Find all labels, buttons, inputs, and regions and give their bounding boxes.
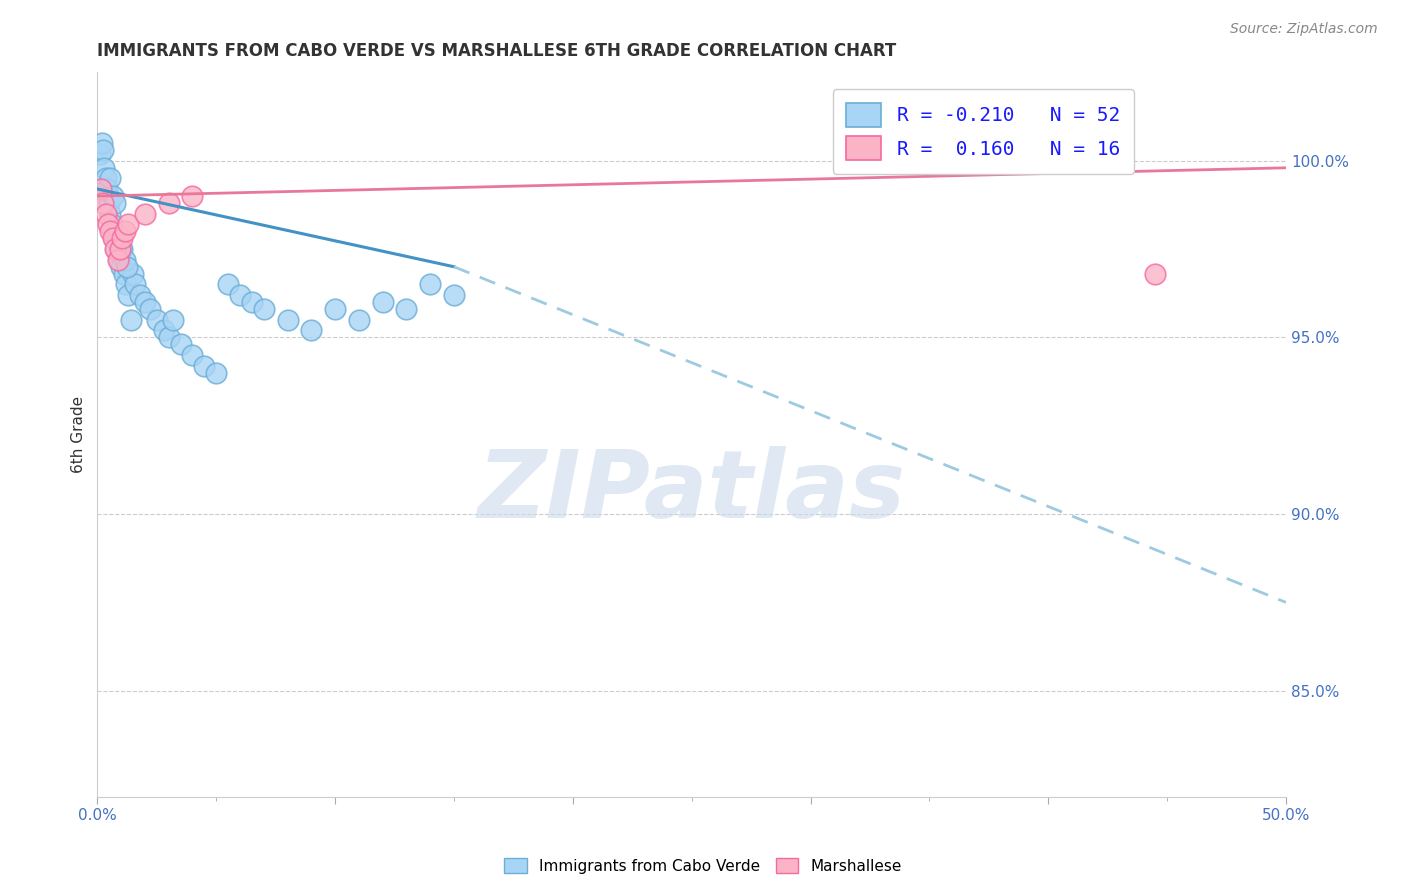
Point bbox=[129, 288, 152, 302]
Point bbox=[89, 146, 111, 161]
Point bbox=[100, 224, 122, 238]
Point bbox=[100, 171, 122, 186]
Point bbox=[104, 196, 127, 211]
Point bbox=[90, 182, 112, 196]
Text: Source: ZipAtlas.com: Source: ZipAtlas.com bbox=[1230, 22, 1378, 37]
Point bbox=[94, 171, 117, 186]
Point bbox=[112, 267, 135, 281]
Y-axis label: 6th Grade: 6th Grade bbox=[72, 396, 86, 473]
Point bbox=[347, 312, 370, 326]
Point bbox=[97, 189, 120, 203]
Legend: Immigrants from Cabo Verde, Marshallese: Immigrants from Cabo Verde, Marshallese bbox=[498, 852, 908, 880]
Point bbox=[100, 218, 122, 232]
Point bbox=[101, 231, 124, 245]
Point bbox=[117, 288, 139, 302]
Point bbox=[94, 207, 117, 221]
Point bbox=[193, 359, 215, 373]
Text: ZIPatlas: ZIPatlas bbox=[478, 447, 905, 539]
Point bbox=[114, 252, 136, 267]
Point bbox=[115, 260, 138, 274]
Point bbox=[115, 277, 138, 292]
Point bbox=[98, 196, 121, 211]
Point bbox=[240, 295, 263, 310]
Point bbox=[146, 312, 169, 326]
Point bbox=[117, 218, 139, 232]
Point bbox=[1144, 267, 1167, 281]
Point bbox=[371, 295, 394, 310]
Point bbox=[114, 224, 136, 238]
Point bbox=[181, 348, 204, 362]
Point bbox=[104, 242, 127, 256]
Point bbox=[169, 337, 191, 351]
Point bbox=[91, 136, 114, 150]
Point bbox=[120, 312, 142, 326]
Point bbox=[101, 189, 124, 203]
Point bbox=[105, 242, 128, 256]
Point bbox=[100, 207, 122, 221]
Point bbox=[134, 295, 156, 310]
Point bbox=[93, 161, 115, 175]
Legend: R = -0.210   N = 52, R =  0.160   N = 16: R = -0.210 N = 52, R = 0.160 N = 16 bbox=[832, 89, 1133, 174]
Point bbox=[108, 242, 131, 256]
Point bbox=[395, 302, 418, 317]
Point bbox=[107, 252, 129, 267]
Point bbox=[134, 207, 156, 221]
Point bbox=[124, 277, 146, 292]
Point bbox=[91, 143, 114, 157]
Point bbox=[205, 366, 228, 380]
Point bbox=[419, 277, 441, 292]
Point bbox=[103, 231, 125, 245]
Point bbox=[443, 288, 465, 302]
Point bbox=[157, 196, 180, 211]
Point bbox=[323, 302, 346, 317]
Point bbox=[162, 312, 184, 326]
Point bbox=[108, 242, 131, 256]
Point bbox=[157, 330, 180, 344]
Point bbox=[277, 312, 299, 326]
Point bbox=[111, 242, 134, 256]
Point bbox=[107, 231, 129, 245]
Point bbox=[110, 260, 132, 274]
Point bbox=[91, 196, 114, 211]
Point bbox=[96, 182, 118, 196]
Point bbox=[253, 302, 276, 317]
Point bbox=[299, 323, 322, 337]
Point bbox=[217, 277, 239, 292]
Point bbox=[181, 189, 204, 203]
Point bbox=[107, 252, 129, 267]
Point bbox=[111, 231, 134, 245]
Point bbox=[153, 323, 176, 337]
Text: IMMIGRANTS FROM CABO VERDE VS MARSHALLESE 6TH GRADE CORRELATION CHART: IMMIGRANTS FROM CABO VERDE VS MARSHALLES… bbox=[97, 42, 897, 60]
Point bbox=[138, 302, 160, 317]
Point bbox=[101, 224, 124, 238]
Point bbox=[97, 218, 120, 232]
Point bbox=[229, 288, 252, 302]
Point bbox=[122, 267, 145, 281]
